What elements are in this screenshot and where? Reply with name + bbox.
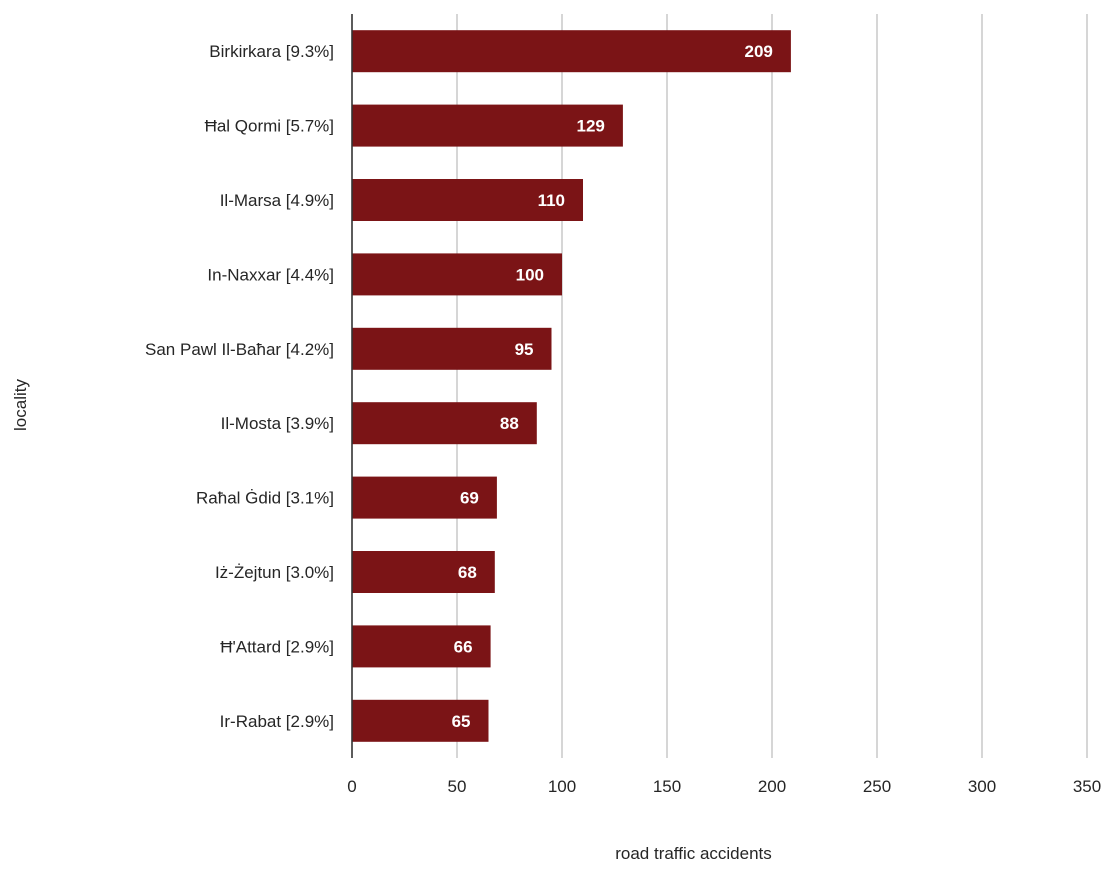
y-axis-title: locality bbox=[11, 379, 30, 431]
category-label: Ir-Rabat [2.9%] bbox=[220, 712, 334, 731]
data-label: 68 bbox=[458, 563, 477, 582]
x-tick-label: 200 bbox=[758, 777, 786, 796]
x-axis-title: road traffic accidents bbox=[615, 844, 772, 863]
category-label: Il-Marsa [4.9%] bbox=[220, 191, 334, 210]
data-label: 69 bbox=[460, 489, 479, 508]
x-tick-label: 100 bbox=[548, 777, 576, 796]
category-label: Raħal Ġdid [3.1%] bbox=[196, 488, 334, 508]
category-label: San Pawl Il-Baħar [4.2%] bbox=[145, 340, 334, 359]
bar-8 bbox=[352, 625, 491, 668]
category-label: Iż-Żejtun [3.0%] bbox=[215, 563, 334, 582]
bar-7 bbox=[352, 551, 495, 593]
bar-3 bbox=[352, 253, 562, 296]
category-labels: Birkirkara [9.3%] Ħal Qormi [5.7%] Il-Mars… bbox=[145, 42, 334, 731]
category-label: Il-Mosta [3.9%] bbox=[221, 414, 334, 433]
data-label: 100 bbox=[516, 265, 544, 284]
bar-5 bbox=[352, 402, 537, 445]
bar-2 bbox=[352, 179, 583, 221]
data-label: 95 bbox=[515, 340, 534, 359]
data-label: 129 bbox=[577, 117, 605, 136]
data-label: 66 bbox=[454, 637, 473, 656]
bar-9 bbox=[352, 699, 489, 742]
data-label: 110 bbox=[538, 191, 565, 210]
bar-0 bbox=[352, 30, 791, 73]
category-label: Birkirkara [9.3%] bbox=[209, 42, 334, 61]
bars bbox=[352, 30, 791, 742]
data-label: 88 bbox=[500, 414, 519, 433]
x-tick-label: 300 bbox=[968, 777, 996, 796]
data-label: 65 bbox=[452, 712, 471, 731]
category-label: In-Naxxar [4.4%] bbox=[207, 265, 334, 284]
x-tick-label: 150 bbox=[653, 777, 681, 796]
bar-4 bbox=[352, 327, 552, 370]
category-label: Ħ'Attard [2.9%] bbox=[220, 637, 334, 656]
x-tick-label: 50 bbox=[448, 777, 467, 796]
bar-6 bbox=[352, 476, 497, 519]
category-label: Ħal Qormi [5.7%] bbox=[205, 117, 334, 136]
x-tick-label: 250 bbox=[863, 777, 891, 796]
x-tick-label: 350 bbox=[1073, 777, 1101, 796]
data-labels: 209 129 110 100 95 88 69 68 66 65 bbox=[452, 42, 773, 731]
x-tick-labels: 0 50 100 150 200 250 300 350 bbox=[347, 777, 1101, 796]
data-label: 209 bbox=[745, 42, 773, 61]
x-tick-label: 0 bbox=[347, 777, 356, 796]
bar-1 bbox=[352, 104, 623, 147]
